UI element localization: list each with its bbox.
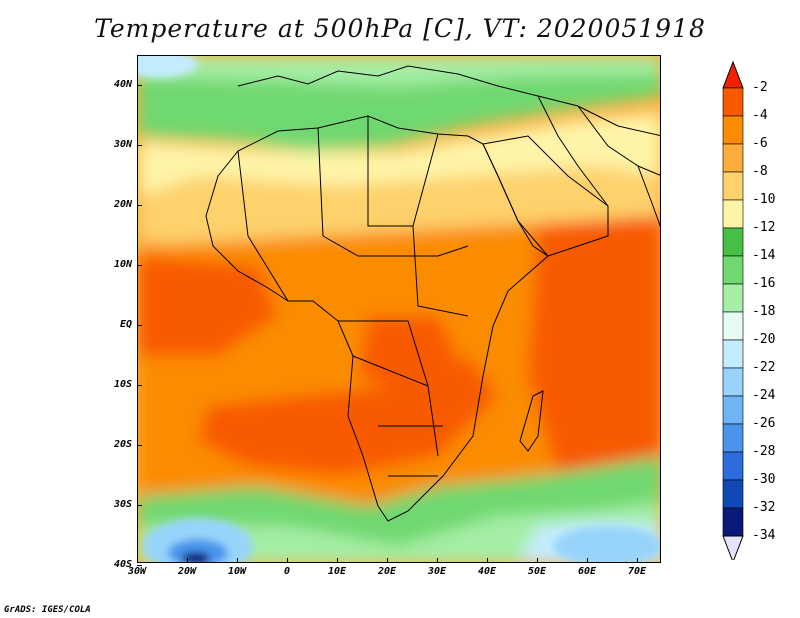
lat-label: 20S — [113, 439, 132, 450]
colorbar-segment — [722, 87, 744, 117]
lon-tick — [287, 558, 288, 563]
lat-tick — [137, 265, 142, 266]
lon-label: 20W — [177, 566, 197, 577]
colorbar-label: -24 — [752, 388, 776, 403]
field-se-cold-pocket — [553, 526, 660, 562]
field-cold-pocket-core — [182, 552, 210, 562]
colorbar-segment — [722, 115, 744, 145]
lon-label: 10W — [227, 566, 247, 577]
field-cold-pocket-mid — [168, 539, 228, 562]
arabia-outline — [482, 135, 609, 257]
lon-label: 30E — [427, 566, 447, 577]
colorbar-label: -34 — [752, 528, 776, 543]
field-nw-cool — [138, 56, 198, 78]
madagascar-outline — [519, 390, 544, 452]
colorbar — [722, 60, 744, 560]
lat-tick — [137, 505, 142, 506]
lat-tick — [137, 205, 142, 206]
africa-outline — [205, 115, 549, 522]
lat-label: 10S — [113, 379, 132, 390]
lon-tick — [337, 558, 338, 563]
temperature-field — [138, 56, 660, 562]
lon-tick — [487, 558, 488, 563]
lat-tick — [137, 85, 142, 86]
lon-label: 40E — [477, 566, 497, 577]
colorbar-label: -12 — [752, 220, 776, 235]
lat-tick — [137, 445, 142, 446]
colorbar-label: -20 — [752, 332, 776, 347]
lon-label: 50E — [527, 566, 547, 577]
lon-label: 0 — [283, 566, 291, 577]
colorbar-segment — [722, 143, 744, 173]
lat-tick — [137, 385, 142, 386]
colorbar-label: -30 — [752, 472, 776, 487]
lat-tick — [137, 325, 142, 326]
lon-tick — [237, 558, 238, 563]
colorbar-segment — [722, 339, 744, 369]
colorbar-label: -14 — [752, 248, 776, 263]
europe-coast — [237, 65, 660, 137]
colorbar-segment — [722, 451, 744, 481]
colorbar-label: -28 — [752, 444, 776, 459]
map-title: Temperature at 500hPa [C], VT: 202005191… — [94, 14, 706, 43]
lat-label: 20N — [113, 199, 132, 210]
lat-label: 40S — [113, 559, 132, 570]
colorbar-label: -26 — [752, 416, 776, 431]
lon-tick — [637, 558, 638, 563]
field-central-red — [358, 316, 458, 396]
colorbar-segment — [722, 479, 744, 509]
lon-tick — [437, 558, 438, 563]
temperature-map — [137, 55, 661, 563]
india-coast — [637, 165, 660, 227]
lon-tick — [137, 558, 138, 563]
lat-label: EQ — [119, 319, 132, 330]
colorbar-segment — [722, 367, 744, 397]
lon-tick — [587, 558, 588, 563]
colorbar-segment — [722, 507, 744, 537]
asia-borders — [537, 95, 660, 207]
colorbar-label: -2 — [752, 80, 768, 95]
lat-label: 30S — [113, 499, 132, 510]
land-outlines — [205, 65, 660, 522]
colorbar-top-arrow — [722, 60, 744, 89]
lon-tick — [537, 558, 538, 563]
lon-tick — [187, 558, 188, 563]
colorbar-label: -10 — [752, 192, 776, 207]
colorbar-segment — [722, 227, 744, 257]
colorbar-bottom-arrow — [722, 535, 744, 560]
colorbar-segment — [722, 255, 744, 285]
field-indian-red — [528, 216, 660, 486]
lat-label: 30N — [113, 139, 132, 150]
colorbar-segment — [722, 199, 744, 229]
field-atlantic-red — [138, 256, 278, 356]
colorbar-label: -32 — [752, 500, 776, 515]
colorbar-segment — [722, 311, 744, 341]
colorbar-label: -16 — [752, 276, 776, 291]
footer-credit: GrADS: IGES/COLA — [4, 605, 91, 615]
colorbar-label: -8 — [752, 164, 768, 179]
africa-borders — [237, 116, 469, 477]
lat-tick — [137, 565, 142, 566]
colorbar-segment — [722, 171, 744, 201]
colorbar-label: -18 — [752, 304, 776, 319]
colorbar-label: -4 — [752, 108, 768, 123]
lat-tick — [137, 145, 142, 146]
lon-label: 20E — [377, 566, 397, 577]
lon-label: 30W — [127, 566, 147, 577]
colorbar-segment — [722, 395, 744, 425]
colorbar-segment — [722, 283, 744, 313]
lon-label: 10E — [327, 566, 347, 577]
lon-label: 70E — [627, 566, 647, 577]
lat-label: 10N — [113, 259, 132, 270]
colorbar-segment — [722, 423, 744, 453]
lon-tick — [387, 558, 388, 563]
lat-label: 40N — [113, 79, 132, 90]
lon-label: 60E — [577, 566, 597, 577]
colorbar-label: -6 — [752, 136, 768, 151]
colorbar-label: -22 — [752, 360, 776, 375]
